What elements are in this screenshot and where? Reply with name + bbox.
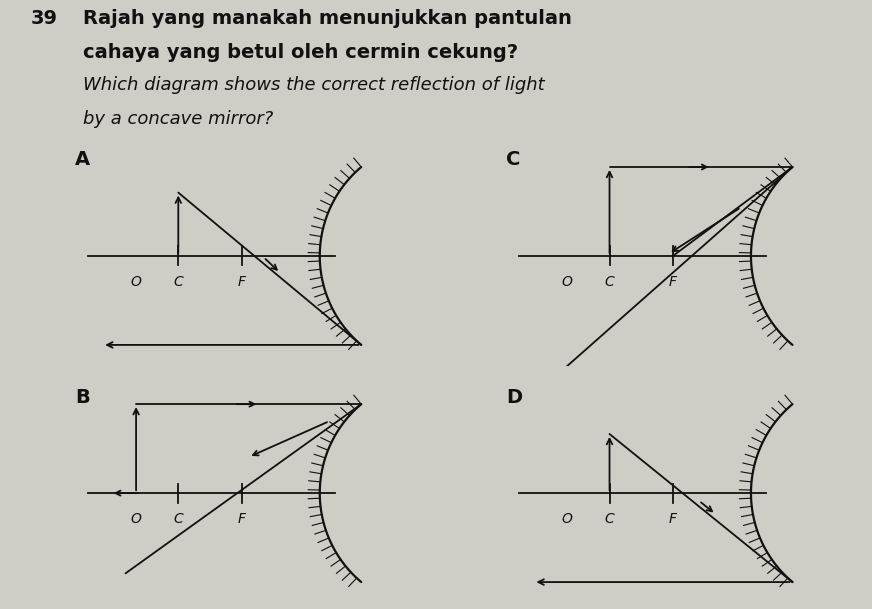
Text: A: A — [75, 150, 90, 169]
Text: C: C — [506, 150, 521, 169]
Text: C: C — [604, 512, 615, 526]
Text: B: B — [75, 387, 90, 407]
Text: by a concave mirror?: by a concave mirror? — [83, 110, 273, 128]
Text: O: O — [562, 512, 573, 526]
Text: 39: 39 — [31, 9, 58, 28]
Text: F: F — [238, 512, 246, 526]
Text: C: C — [174, 275, 183, 289]
Text: Which diagram shows the correct reflection of light: Which diagram shows the correct reflecti… — [83, 76, 544, 94]
Text: O: O — [131, 512, 141, 526]
Text: F: F — [669, 275, 677, 289]
Text: D: D — [506, 387, 522, 407]
Text: O: O — [131, 275, 141, 289]
Text: O: O — [562, 275, 573, 289]
Text: F: F — [669, 512, 677, 526]
Text: F: F — [238, 275, 246, 289]
Text: Rajah yang manakah menunjukkan pantulan: Rajah yang manakah menunjukkan pantulan — [83, 9, 572, 28]
Text: C: C — [174, 512, 183, 526]
Text: cahaya yang betul oleh cermin cekung?: cahaya yang betul oleh cermin cekung? — [83, 43, 518, 62]
Text: C: C — [604, 275, 615, 289]
